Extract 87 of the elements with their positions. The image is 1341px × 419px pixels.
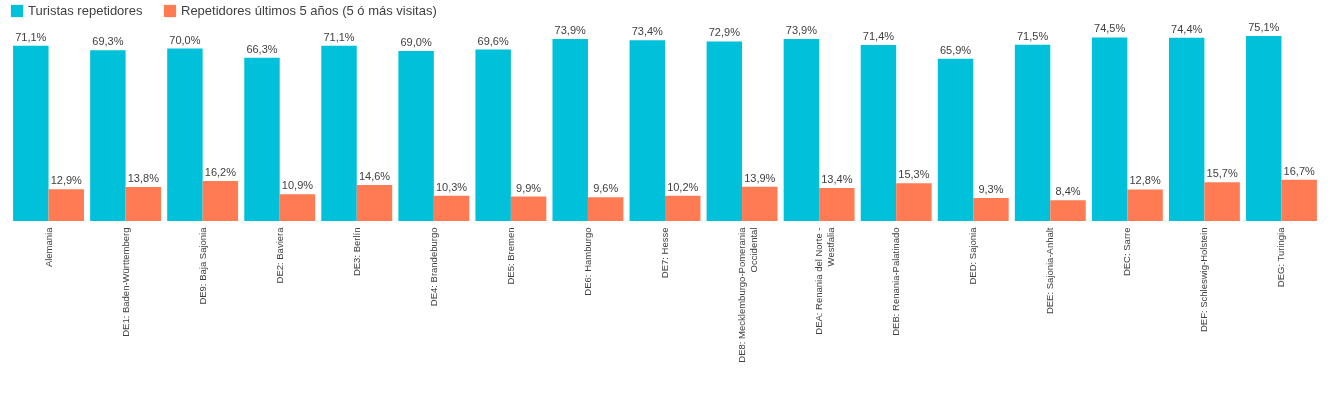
data-label: 13,4% bbox=[821, 172, 853, 185]
data-label: 71,4% bbox=[862, 30, 895, 43]
x-tick-label: DEF: Schleswig-Holstein bbox=[1198, 227, 1210, 333]
bar bbox=[1014, 44, 1051, 221]
data-label: 71,1% bbox=[15, 30, 47, 43]
data-label: 13,9% bbox=[744, 171, 776, 184]
bar bbox=[1050, 200, 1086, 221]
data-label: 12,9% bbox=[50, 174, 83, 187]
x-tick-label: DE6: Hamburgo bbox=[581, 227, 593, 296]
x-tick-label: DEG: Turingia bbox=[1275, 226, 1287, 288]
bar bbox=[665, 195, 701, 221]
x-tick-label: DE1: Baden-Württemberg bbox=[119, 227, 131, 337]
bar bbox=[1091, 37, 1128, 221]
bar bbox=[783, 38, 820, 221]
data-label: 16,2% bbox=[204, 166, 237, 179]
data-label: 74,4% bbox=[1171, 22, 1203, 35]
data-label: 8,4% bbox=[1055, 185, 1081, 198]
data-label: 75,1% bbox=[1248, 21, 1280, 33]
x-tick-label: DE2: Baviera bbox=[273, 226, 285, 284]
x-tick-label: DEB: Renania-Palatinado bbox=[890, 227, 902, 336]
data-label: 10,2% bbox=[667, 180, 699, 193]
data-label: 10,3% bbox=[435, 180, 468, 193]
bar bbox=[742, 186, 778, 221]
bar bbox=[433, 195, 470, 221]
bar bbox=[1246, 36, 1282, 221]
data-label: 70,0% bbox=[169, 33, 201, 46]
data-label: 72,9% bbox=[708, 26, 741, 39]
data-label: 15,3% bbox=[898, 168, 930, 181]
bar bbox=[860, 45, 897, 221]
bar bbox=[1127, 189, 1163, 221]
bar bbox=[244, 57, 280, 221]
bar bbox=[706, 41, 743, 221]
data-label: 73,4% bbox=[631, 25, 664, 38]
data-label: 65,9% bbox=[939, 43, 972, 56]
data-label: 73,9% bbox=[785, 23, 818, 36]
bar bbox=[167, 48, 203, 221]
data-label: 69,0% bbox=[400, 36, 432, 49]
bar bbox=[398, 51, 434, 221]
x-tick-label: DE4: Brandeburgo bbox=[427, 227, 439, 307]
bar bbox=[90, 50, 126, 221]
bar bbox=[321, 45, 357, 221]
x-tick-label: DE7: Hesse bbox=[659, 227, 670, 279]
bar bbox=[510, 196, 547, 221]
data-label: 16,7% bbox=[1283, 164, 1315, 177]
data-label: 74,5% bbox=[1094, 22, 1126, 35]
data-label: 12,8% bbox=[1129, 174, 1161, 187]
data-label: 10,9% bbox=[281, 179, 314, 192]
bar bbox=[973, 198, 1009, 221]
x-tick-label: DEA: Renania del Norte - Westfalia bbox=[813, 226, 836, 335]
bar bbox=[125, 187, 162, 221]
bar bbox=[475, 49, 511, 221]
bar bbox=[896, 183, 932, 221]
bar bbox=[356, 185, 393, 221]
data-label: 9,6% bbox=[593, 182, 619, 195]
data-label: 73,9% bbox=[554, 23, 587, 36]
x-tick-label: DE8: Mecklemburgo-Pomerania Occidental bbox=[736, 226, 759, 363]
x-tick-label: DE5: Bremen bbox=[504, 227, 516, 285]
legend-label: Turistas repetidores bbox=[28, 3, 143, 18]
data-label: 13,8% bbox=[127, 172, 160, 185]
bar bbox=[1204, 182, 1240, 221]
bar bbox=[1168, 37, 1205, 221]
bar bbox=[587, 197, 624, 221]
bar bbox=[202, 181, 239, 221]
data-label: 9,9% bbox=[516, 181, 542, 194]
data-label: 71,1% bbox=[323, 30, 355, 43]
data-label: 15,7% bbox=[1206, 167, 1238, 180]
x-tick-label: DED: Sajonia bbox=[967, 226, 979, 285]
data-label: 69,6% bbox=[477, 34, 509, 47]
bar bbox=[48, 189, 84, 221]
x-tick-label: Alemania bbox=[42, 226, 54, 268]
data-label: 9,3% bbox=[978, 183, 1004, 196]
data-label: 69,3% bbox=[92, 35, 124, 48]
bar bbox=[937, 58, 974, 221]
x-tick-label: DEC: Sarre bbox=[1121, 227, 1133, 277]
bar bbox=[629, 40, 665, 221]
bar bbox=[279, 194, 316, 221]
x-tick-label: DEE: Sajonia-Anhalt bbox=[1044, 227, 1056, 315]
bar bbox=[819, 187, 855, 221]
data-label: 71,5% bbox=[1016, 29, 1049, 42]
data-label: 14,6% bbox=[358, 170, 391, 183]
bar bbox=[552, 38, 588, 221]
data-label: 66,3% bbox=[246, 42, 278, 55]
bar bbox=[13, 45, 49, 221]
bar bbox=[1281, 179, 1317, 221]
x-tick-label: DE9: Baja Sajonia bbox=[196, 226, 208, 305]
x-tick-label: DE3: Berlín bbox=[350, 227, 362, 277]
legend-label: Repetidores últimos 5 años (5 ó más visitas) bbox=[181, 3, 437, 18]
